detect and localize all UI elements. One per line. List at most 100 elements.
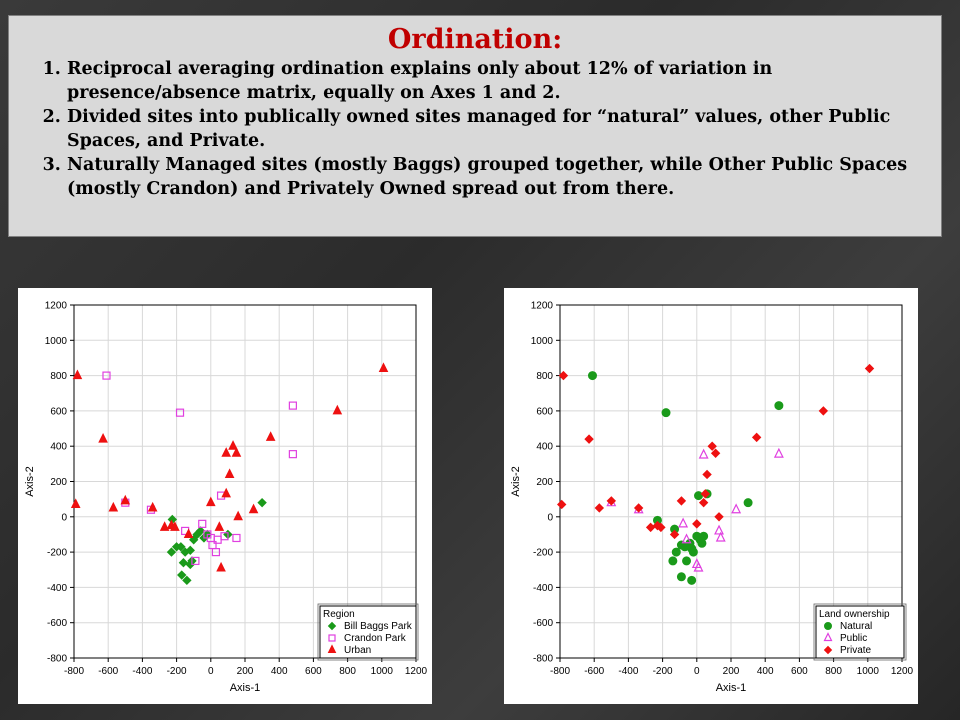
legend-label: Natural: [840, 621, 872, 632]
data-point: [707, 441, 717, 451]
data-point: [211, 548, 221, 557]
data-point: [661, 408, 671, 418]
data-point: [147, 501, 158, 512]
data-point: [213, 535, 222, 544]
y-tick-label: 200: [536, 477, 553, 488]
series-urban: [70, 362, 389, 572]
region-scatter-svg: -800 -600 -400 -200 0 200 400 600 800 1000 1200 -80…: [24, 301, 428, 695]
data-point: [688, 547, 698, 557]
data-point: [166, 547, 177, 557]
data-point: [288, 401, 297, 410]
y-tick-label: 1200: [531, 301, 554, 312]
legend-marker: [824, 622, 832, 630]
y-tick-label: 800: [50, 371, 67, 382]
data-point: [198, 519, 207, 528]
data-point: [645, 522, 656, 533]
x-tick-label: -400: [618, 666, 638, 677]
x-tick-label: -400: [132, 666, 152, 677]
data-point: [233, 510, 243, 521]
x-tick-label: 400: [271, 666, 288, 677]
legend-label: Crandon Park: [344, 633, 407, 644]
data-point: [98, 433, 108, 443]
x-tick-label: 600: [791, 666, 808, 677]
data-point: [676, 496, 687, 506]
x-tick-label: -200: [167, 666, 187, 677]
legend-title: Land ownership: [819, 609, 890, 620]
legend-marker: [823, 645, 833, 655]
y-tick-label: 0: [547, 512, 553, 523]
y-tick-label: 200: [50, 477, 67, 488]
data-point: [702, 469, 712, 480]
data-point: [594, 503, 605, 513]
data-point: [678, 517, 689, 528]
data-point: [682, 556, 692, 566]
x-tick-label: 0: [208, 666, 214, 677]
data-point: [178, 557, 189, 568]
legend-marker: [327, 644, 337, 653]
y-tick-label: -600: [533, 618, 553, 629]
data-point: [108, 501, 119, 512]
y-tick-label: -800: [47, 654, 67, 665]
land-ownership-scatter-chart: -800 -600 -400 -200 0 200 400 600 800 1000 1200 -80…: [504, 288, 918, 704]
x-tick-label: -600: [584, 666, 604, 677]
data-point: [773, 447, 784, 458]
data-point: [216, 561, 226, 572]
data-point: [656, 522, 666, 533]
data-point: [669, 529, 680, 540]
data-point: [182, 575, 192, 586]
data-point: [715, 531, 726, 542]
data-point: [70, 498, 81, 508]
grid: [73, 304, 417, 659]
x-axis-label: Axis-1: [716, 682, 747, 694]
data-point: [221, 487, 231, 498]
x-tick-label: -800: [550, 666, 570, 677]
data-point: [232, 533, 241, 543]
y-tick-label: -200: [533, 548, 553, 559]
series-public: [606, 447, 784, 572]
data-point: [633, 503, 644, 513]
y-axis-label: Axis-2: [510, 466, 522, 497]
data-point: [731, 503, 742, 514]
data-point: [743, 498, 753, 508]
x-axis-label: Axis-1: [230, 682, 261, 694]
x-tick-label: 800: [339, 666, 356, 677]
data-point: [692, 519, 702, 529]
data-point: [584, 434, 594, 444]
data-point: [668, 556, 678, 566]
data-point: [248, 503, 259, 514]
legend-box: [319, 605, 417, 659]
x-tick-label: 800: [825, 666, 842, 677]
data-point: [177, 570, 187, 580]
data-point: [558, 370, 569, 381]
y-tick-label: 1000: [45, 336, 68, 347]
y-tick-label: -400: [533, 583, 553, 594]
data-point: [231, 447, 242, 457]
data-point: [288, 450, 297, 459]
x-tick-label: 600: [305, 666, 322, 677]
data-point: [221, 447, 231, 457]
data-point: [694, 491, 704, 501]
x-tick-label: 1000: [857, 666, 880, 677]
y-tick-label: -600: [47, 618, 67, 629]
data-point: [671, 547, 681, 557]
data-point: [228, 440, 238, 450]
data-point: [175, 408, 185, 417]
data-point: [378, 362, 389, 373]
legend-label: Urban: [344, 645, 371, 656]
data-point: [557, 499, 567, 510]
x-tick-label: -800: [64, 666, 84, 677]
text-box: Ordination: Reciprocal averaging ordinat…: [8, 15, 942, 237]
series-private: [557, 363, 875, 540]
data-point: [587, 371, 597, 381]
data-point: [699, 531, 709, 541]
list-item: Divided sites into publically owned site…: [67, 105, 921, 153]
land-ownership-scatter-svg: -800 -600 -400 -200 0 200 400 600 800 1000 1200 -80…: [510, 301, 914, 695]
data-point: [265, 431, 276, 441]
bullet-list: Reciprocal averaging ordination explains…: [9, 57, 941, 201]
data-point: [224, 468, 235, 478]
list-item: Reciprocal averaging ordination explains…: [67, 57, 921, 105]
data-point: [818, 406, 829, 416]
data-point: [606, 496, 617, 506]
y-tick-label: 1000: [531, 336, 554, 347]
